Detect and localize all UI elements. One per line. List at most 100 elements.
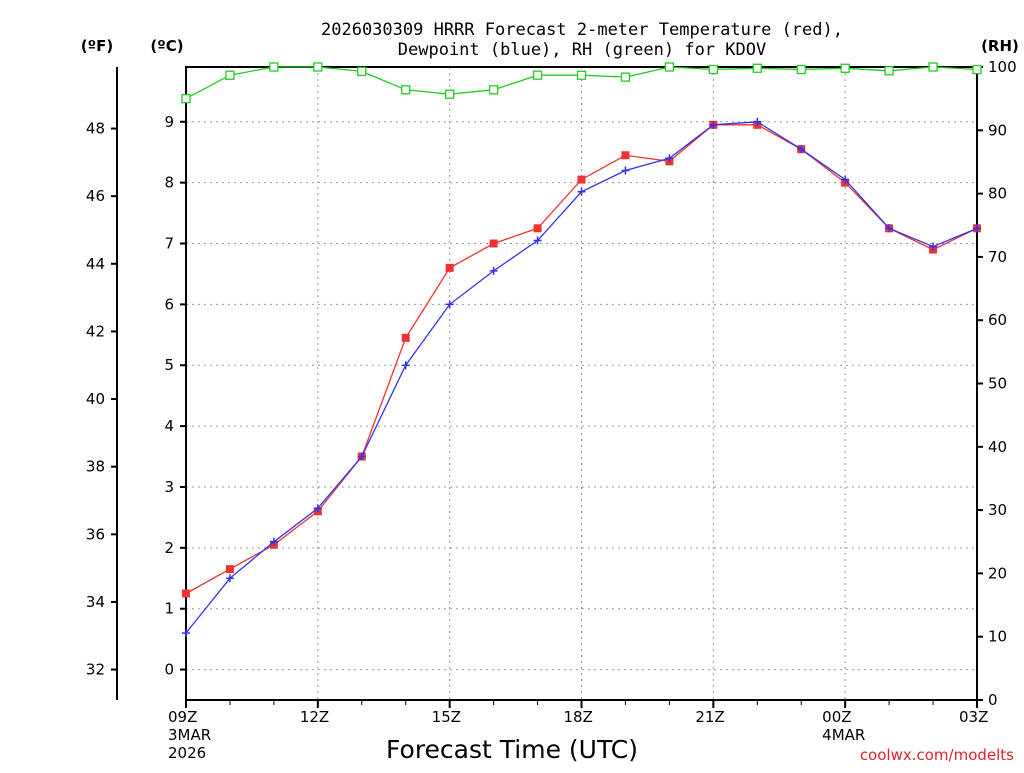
dewpoint-line xyxy=(185,121,978,634)
celsius-tick-label: 9 xyxy=(164,113,174,131)
rh-point xyxy=(269,62,279,72)
fahrenheit-tick-label: 38 xyxy=(86,458,105,476)
chart-title-line1: 2026030309 HRRR Forecast 2-meter Tempera… xyxy=(321,20,843,40)
dewpoint-point xyxy=(489,266,498,275)
rh-point xyxy=(752,63,762,73)
x-tick-label: 15Z xyxy=(432,708,461,726)
celsius-tick-label: 2 xyxy=(164,539,174,557)
rh-point xyxy=(181,94,191,104)
plot-frame xyxy=(185,66,978,701)
fahrenheit-tick-label: 44 xyxy=(86,255,105,273)
temperature-point xyxy=(225,565,234,574)
rh-point xyxy=(796,64,806,75)
x-axis-label: Forecast Time (UTC) xyxy=(386,735,638,764)
temperature-point xyxy=(401,333,410,342)
temperature-point xyxy=(533,224,542,233)
dewpoint-point xyxy=(885,224,894,233)
rh-point xyxy=(708,64,718,75)
rh-tick-label: 60 xyxy=(988,311,1007,329)
x-tick-date-label: 4MAR xyxy=(822,726,865,744)
rh-point xyxy=(357,66,367,77)
rh-tick-label: 30 xyxy=(988,501,1007,519)
fahrenheit-tick-label: 40 xyxy=(86,390,105,408)
rh-point xyxy=(620,72,631,82)
dewpoint-point xyxy=(709,120,718,129)
celsius-tick-label: 6 xyxy=(164,295,174,313)
dewpoint-point xyxy=(357,452,366,461)
rh-tick-label: 40 xyxy=(988,438,1007,456)
dewpoint-point xyxy=(621,166,630,175)
rh-series xyxy=(181,62,982,104)
x-tick-label: 03Z xyxy=(959,708,988,726)
temperature-point xyxy=(577,175,586,184)
x-tick-label: 00Z xyxy=(822,708,851,726)
celsius-unit-label: (ºC) xyxy=(150,37,183,55)
rh-tick-label: 80 xyxy=(988,185,1007,203)
celsius-tick-label: 8 xyxy=(164,174,174,192)
dewpoint-point xyxy=(445,300,454,309)
rh-point xyxy=(972,64,982,75)
dewpoint-point xyxy=(797,145,806,154)
rh-unit-label: (RH) xyxy=(981,37,1019,55)
x-tick-label: 09Z xyxy=(168,708,197,726)
fahrenheit-tick-label: 36 xyxy=(86,525,105,543)
celsius-tick-label: 7 xyxy=(164,235,174,253)
celsius-tick-label: 0 xyxy=(164,661,174,679)
dewpoint-point xyxy=(929,242,938,251)
celsius-tick-label: 1 xyxy=(164,600,174,618)
rh-point xyxy=(532,70,543,80)
temperature-point xyxy=(182,589,190,598)
dewpoint-series xyxy=(182,117,981,638)
fahrenheit-tick-label: 34 xyxy=(86,593,105,611)
rh-point xyxy=(928,62,938,72)
temperature-point xyxy=(621,151,630,160)
rh-point xyxy=(225,70,235,80)
x-tick-label: 21Z xyxy=(695,708,724,726)
rh-tick-label: 70 xyxy=(988,248,1007,266)
temperature-point xyxy=(445,263,454,272)
rh-tick-label: 100 xyxy=(988,58,1017,76)
rh-tick-label: 50 xyxy=(988,375,1007,393)
rh-point xyxy=(488,85,499,95)
dewpoint-point xyxy=(269,537,278,546)
x-tick-label: 12Z xyxy=(300,708,329,726)
x-tick-label: 18Z xyxy=(564,708,593,726)
celsius-tick-label: 4 xyxy=(164,417,174,435)
celsius-tick-label: 5 xyxy=(164,356,174,374)
fahrenheit-tick-label: 42 xyxy=(86,322,105,340)
dewpoint-point xyxy=(841,175,850,184)
dewpoint-point xyxy=(401,361,410,370)
celsius-tick-label: 3 xyxy=(164,478,174,496)
dewpoint-point xyxy=(182,629,190,638)
dewpoint-point xyxy=(753,117,762,126)
chart-title-line2: Dewpoint (blue), RH (green) for KDOV xyxy=(398,40,766,60)
x-tick-date-label: 3MAR xyxy=(168,726,211,744)
rh-point xyxy=(445,89,455,99)
fahrenheit-tick-label: 46 xyxy=(86,187,105,205)
dewpoint-point xyxy=(665,154,674,163)
dewpoint-point xyxy=(225,574,234,583)
dewpoint-point xyxy=(313,504,322,513)
rh-tick-label: 10 xyxy=(988,628,1007,646)
rh-tick-label: 0 xyxy=(988,691,998,709)
rh-point xyxy=(884,66,894,76)
grid-lines xyxy=(186,67,977,700)
rh-tick-label: 90 xyxy=(988,121,1007,139)
fahrenheit-tick-label: 48 xyxy=(86,120,105,138)
rh-point xyxy=(840,63,850,73)
dewpoint-point xyxy=(973,224,981,233)
dewpoint-point xyxy=(533,236,542,245)
rh-point xyxy=(401,85,411,95)
rh-point xyxy=(576,70,587,80)
temperature-point xyxy=(489,239,498,248)
fahrenheit-unit-label: (ºF) xyxy=(81,37,113,55)
x-tick-year-label: 2026 xyxy=(168,744,206,762)
rh-point xyxy=(664,62,675,72)
rh-point xyxy=(313,62,323,72)
rh-tick-label: 20 xyxy=(988,564,1007,582)
credit-text: coolwx.com/modelts xyxy=(860,746,1014,764)
dewpoint-point xyxy=(577,187,586,196)
fahrenheit-tick-label: 32 xyxy=(86,661,105,679)
